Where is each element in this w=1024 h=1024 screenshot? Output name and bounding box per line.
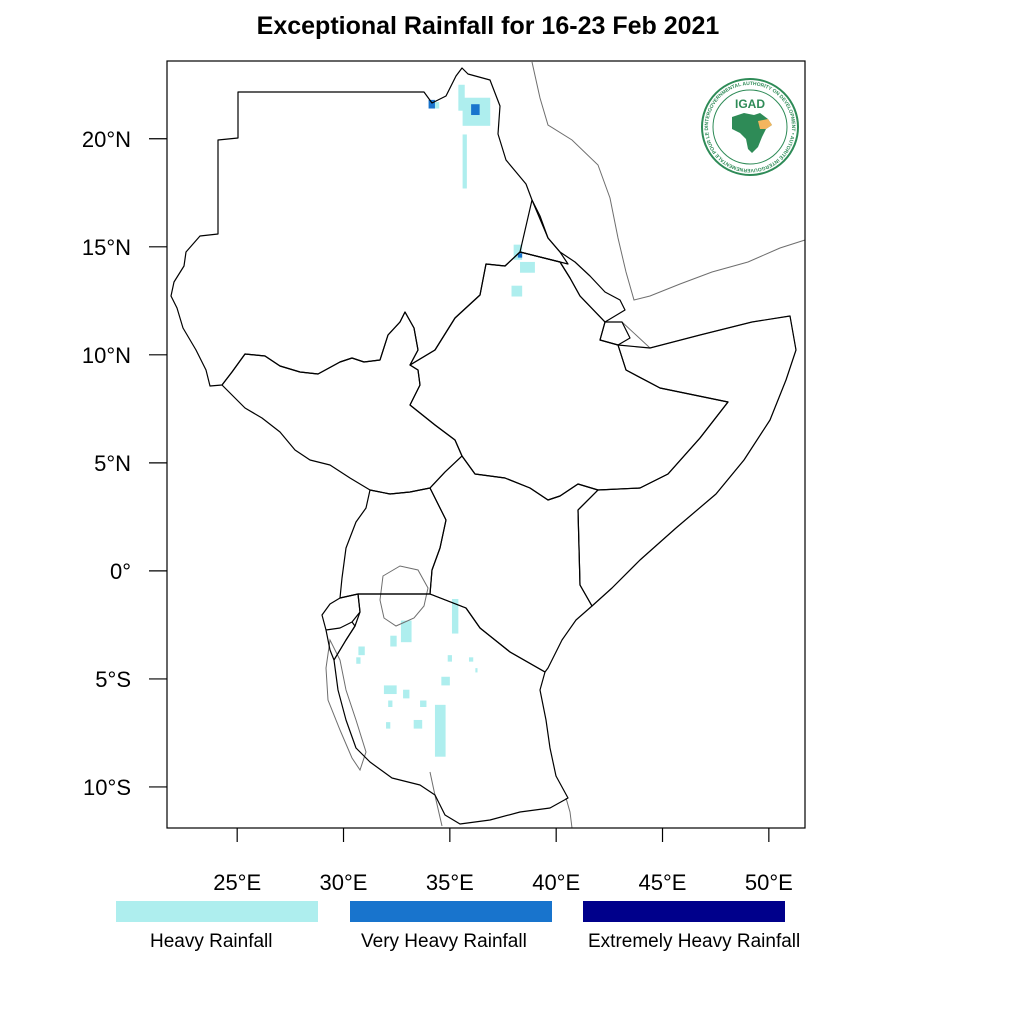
borders-layer xyxy=(170,67,797,825)
tanzania-outline xyxy=(333,593,569,825)
lon-tick-label: 25°E xyxy=(213,870,261,895)
rainfall-patch-heavy xyxy=(511,285,523,297)
kenya-outline xyxy=(429,455,599,673)
lat-tick-label: 10°S xyxy=(83,775,131,800)
lon-tick-label: 30°E xyxy=(320,870,368,895)
lake-malawi-outline xyxy=(429,771,443,827)
lon-tick-label: 35°E xyxy=(426,870,474,895)
rainfall-patch-heavy xyxy=(468,657,474,662)
south-sudan-outline xyxy=(221,311,463,495)
lat-tick-label: 10°N xyxy=(82,343,131,368)
rainfall-patch-heavy xyxy=(434,704,446,757)
rainfall-patch-heavy xyxy=(358,646,365,656)
sudan-outline xyxy=(170,67,569,387)
lat-tick-label: 5°N xyxy=(94,451,131,476)
lat-tick-label: 5°S xyxy=(95,667,131,692)
rainfall-layer xyxy=(356,84,535,757)
rainfall-patch-heavy xyxy=(447,655,452,662)
logo-horn-shape xyxy=(758,119,772,129)
lon-tick-label: 50°E xyxy=(745,870,793,895)
rainfall-patch-very-heavy xyxy=(517,253,523,258)
rainfall-patch-heavy xyxy=(356,657,361,664)
rainfall-patch-heavy xyxy=(388,700,393,708)
rainfall-patch-heavy xyxy=(390,635,397,647)
rainfall-patch-heavy xyxy=(434,102,440,109)
longitude-axis: 25°E 30°E 35°E 40°E 45°E 50°E xyxy=(213,828,793,895)
rainfall-patch-heavy xyxy=(413,719,423,729)
rainfall-patch-heavy xyxy=(420,700,427,708)
rainfall-patch-heavy xyxy=(462,134,467,189)
rainfall-patch-heavy xyxy=(513,244,523,260)
legend-label-heavy: Heavy Rainfall xyxy=(150,931,273,952)
mozambique-coast-outline xyxy=(565,797,573,829)
rainfall-patch-heavy xyxy=(475,668,478,673)
legend-swatch-very-heavy xyxy=(350,901,552,922)
eritrea-outline xyxy=(519,199,626,323)
legend-label-extremely-heavy: Extremely Heavy Rainfall xyxy=(588,931,801,952)
legend-swatch-heavy xyxy=(116,901,318,922)
rwanda-burundi-outline xyxy=(321,593,361,661)
igad-logo: INTERGOVERNMENTAL AUTHORITY ON DEVELOPME… xyxy=(700,77,799,176)
lake-victoria-outline xyxy=(379,565,429,627)
map-frame xyxy=(166,60,806,829)
rainfall-patch-heavy xyxy=(441,676,450,686)
rainfall-patch-heavy xyxy=(403,689,410,699)
logo-igad-text: IGAD xyxy=(735,97,765,111)
lon-tick-label: 45°E xyxy=(639,870,687,895)
lat-tick-label: 0° xyxy=(110,559,131,584)
rainfall-patch-heavy xyxy=(386,722,391,729)
lake-tanganyika-outline xyxy=(325,638,367,772)
rainfall-patch-heavy xyxy=(520,261,535,273)
somalia-outline xyxy=(577,315,797,607)
lon-tick-label: 40°E xyxy=(532,870,580,895)
uganda-outline xyxy=(339,487,447,599)
legend-label-very-heavy: Very Heavy Rainfall xyxy=(361,931,527,952)
rainfall-patch-heavy xyxy=(383,685,397,695)
map-title: Exceptional Rainfall for 16-23 Feb 2021 xyxy=(256,12,720,40)
latitude-axis: 20°N 15°N 10°N 5°N 0° 5°S 10°S xyxy=(82,127,167,800)
rainfall-patch-heavy xyxy=(458,84,465,111)
ethiopia-outline xyxy=(409,251,729,501)
rainfall-patch-heavy xyxy=(451,598,459,634)
rainfall-patch-very-heavy xyxy=(471,104,480,116)
rainfall-patch-very-heavy xyxy=(428,99,435,109)
lat-tick-label: 20°N xyxy=(82,127,131,152)
lat-tick-label: 15°N xyxy=(82,235,131,260)
legend-swatch-extremely-heavy xyxy=(583,901,785,922)
rainfall-patch-heavy xyxy=(400,620,412,643)
red-sea-east-coast xyxy=(531,61,806,301)
